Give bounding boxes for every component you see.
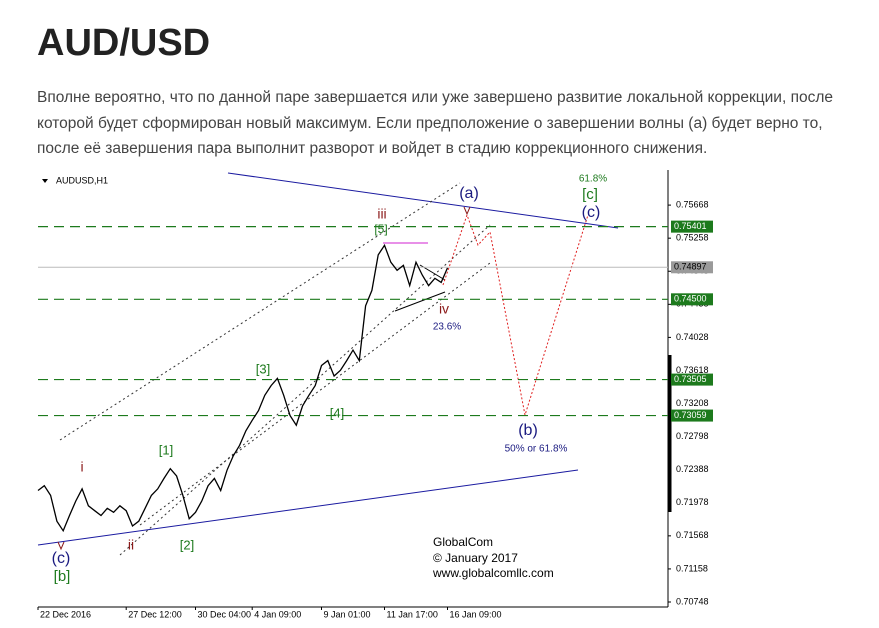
annotation: [5]	[374, 222, 387, 236]
pivot-marker	[463, 206, 471, 216]
x-tick-label: 22 Dec 2016	[40, 609, 91, 619]
annotation: (a)	[459, 185, 479, 202]
annotation: iii	[377, 206, 386, 222]
level-box	[671, 261, 713, 274]
x-tick-label: 11 Jan 17:00	[387, 609, 438, 619]
paragraph-line: после её завершения пара выполнит развор…	[37, 140, 708, 157]
symbol-label: AUDUSD,H1	[56, 175, 108, 185]
level-box	[671, 220, 713, 233]
y-tick-label: 0.71568	[676, 530, 709, 540]
level-label: 0.73505	[674, 374, 707, 384]
annotation: 50% or 61.8%	[505, 444, 568, 455]
y-tick-label: 0.73618	[676, 365, 709, 375]
annotation: [1]	[159, 442, 173, 457]
y-tick-label: 0.72798	[676, 431, 709, 441]
annotation: ii	[128, 537, 134, 553]
trend-line	[37, 469, 579, 546]
y-tick-label: 0.74028	[676, 332, 709, 342]
x-tick-label: 30 Dec 04:00	[198, 609, 252, 619]
annotation: 61.8%	[579, 174, 607, 185]
annotation: i	[80, 459, 83, 475]
annotation: [b]	[54, 568, 71, 585]
annotation: [2]	[180, 537, 194, 552]
paragraph: Вполне вероятно, что по данной паре заве…	[37, 85, 877, 162]
y-tick-label: 0.72388	[676, 464, 709, 474]
trend-line	[227, 172, 619, 229]
annotation: www.globalcomllc.com	[432, 566, 554, 580]
level-box	[671, 293, 713, 306]
level-box	[671, 409, 713, 422]
y-tick-label: 0.73208	[676, 398, 709, 408]
x-tick-label: 16 Jan 09:00	[450, 609, 502, 619]
annotation: © January 2017	[433, 551, 518, 565]
level-box	[671, 373, 713, 386]
marker-line	[394, 291, 446, 312]
symbol-marker	[42, 179, 48, 183]
y-tick-label: 0.71978	[676, 497, 709, 507]
y-tick-label: 0.71158	[676, 563, 708, 573]
x-tick-label: 27 Dec 12:00	[128, 609, 182, 619]
y-tick-label: 0.75668	[676, 199, 709, 209]
annotation: (b)	[518, 422, 538, 439]
annotation: iv	[439, 301, 449, 317]
channel-line	[59, 182, 461, 441]
x-tick-label: 9 Jan 01:00	[324, 609, 371, 619]
pivot-marker	[57, 541, 65, 551]
paragraph-line: Вполне вероятно, что по данной паре заве…	[37, 89, 833, 106]
y-tick-label: 0.70748	[676, 596, 709, 606]
annotation: [4]	[330, 405, 344, 420]
x-tick-label: 4 Jan 09:00	[254, 609, 301, 619]
level-label: 0.74500	[674, 294, 707, 304]
level-label: 0.73059	[674, 410, 707, 420]
level-label: 0.74897	[674, 262, 707, 272]
annotation: [c]	[582, 186, 598, 203]
paragraph-line: которой будет сформирован новый максимум…	[37, 114, 823, 132]
y-tick-label: 0.75258	[676, 233, 709, 243]
level-label: 0.75401	[674, 221, 707, 231]
annotation: GlobalCom	[433, 535, 493, 549]
annotation: (c)	[52, 550, 71, 567]
title: AUD/USD	[37, 22, 211, 64]
annotation: (c)	[582, 204, 601, 221]
price-line	[37, 243, 449, 533]
annotation: 23.6%	[433, 322, 461, 333]
annotation: [3]	[256, 361, 270, 376]
